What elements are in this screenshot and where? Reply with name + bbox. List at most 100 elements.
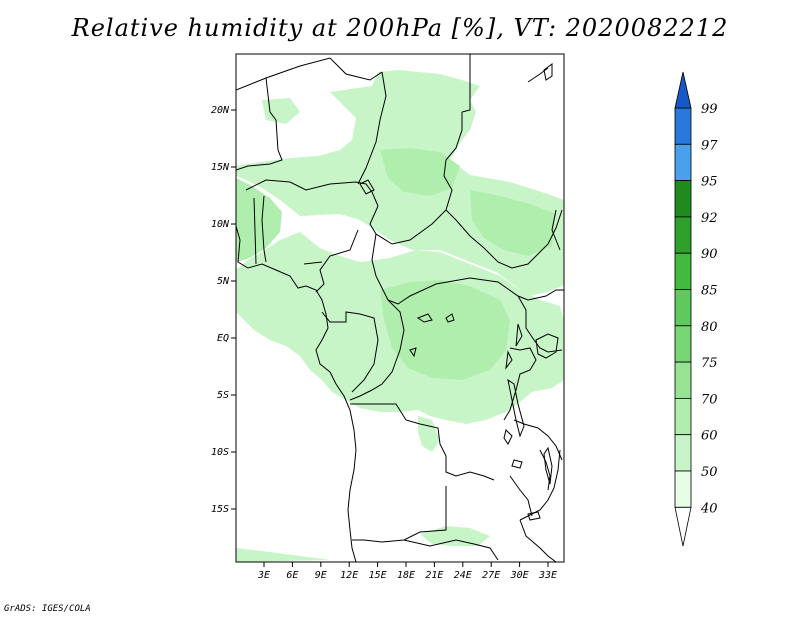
- colorbar-label: 60: [701, 429, 718, 444]
- lat-label: 10N: [211, 219, 230, 230]
- border-kenya-north: [527, 289, 564, 301]
- humidity-region-west: [236, 178, 282, 262]
- lon-label: 27E: [482, 570, 500, 581]
- humidity-shading: [236, 70, 564, 562]
- colorbar-segment: [674, 252, 692, 290]
- colorbar-label: 70: [701, 392, 718, 407]
- humidity-region-south-strip: [236, 548, 330, 562]
- colorbar-label: 85: [701, 284, 718, 299]
- humidity-region-nw-patch: [262, 98, 300, 124]
- humidity-region-south-patch: [420, 526, 490, 546]
- border-ghana-east: [253, 197, 257, 265]
- chart-title: Relative humidity at 200hPa [%], VT: 202…: [71, 14, 729, 42]
- lon-label: 6E: [286, 570, 298, 581]
- colorbar-segment: [674, 289, 692, 327]
- border-mozambique: [519, 449, 561, 521]
- colorbar-segment: [674, 216, 692, 254]
- colorbar-label: 97: [701, 138, 718, 153]
- border-gabon-congo: [321, 311, 379, 393]
- coastline-west-africa: [236, 225, 357, 562]
- humidity-region-sahel-a: [380, 148, 460, 196]
- lon-label: 33E: [538, 570, 557, 581]
- lake-congo-1: [416, 313, 433, 323]
- colorbar-min-arrow: [674, 506, 692, 547]
- colorbar-segment: [674, 180, 692, 218]
- border-mali-niger: [236, 77, 283, 171]
- colorbar-segment: [674, 361, 692, 399]
- border-benin-togo: [261, 195, 267, 263]
- border-rwanda-burundi: [503, 347, 537, 421]
- lon-label: 12E: [340, 570, 358, 581]
- border-uganda-kenya: [517, 295, 563, 353]
- colorbar-max-arrow: [674, 71, 692, 109]
- lake-sw-1: [543, 63, 553, 81]
- lon-label: 3E: [257, 570, 270, 581]
- colorbar-segment: [674, 143, 692, 182]
- border-nigeria-north: [245, 179, 379, 207]
- lat-label: 15S: [211, 504, 229, 515]
- lake-mweru: [503, 429, 513, 445]
- border-tanzania: [513, 419, 563, 461]
- lon-label: 24E: [454, 570, 472, 581]
- colorbar-label: 99: [701, 102, 718, 117]
- border-nigeria-cameroon: [303, 261, 323, 265]
- lake-moz-1: [527, 511, 541, 521]
- border-cameroon: [315, 229, 359, 293]
- colorbar-label: 80: [701, 320, 718, 335]
- grads-credit: GrADS: IGES/COLA: [4, 604, 91, 614]
- colorbar-label: 90: [701, 247, 718, 262]
- lake-kariba: [511, 459, 523, 469]
- border-drc-west: [349, 299, 405, 401]
- border-egypt-sudan-lake: [527, 67, 549, 83]
- lat-label: 5N: [217, 276, 230, 287]
- map-frame: [235, 53, 565, 563]
- colorbar-segment: [674, 397, 692, 436]
- border-malawi: [539, 449, 551, 491]
- lon-label: 18E: [397, 570, 415, 581]
- lon-label: 30E: [510, 570, 529, 581]
- lon-label: 15E: [369, 570, 387, 581]
- lake-tanganyika: [507, 378, 525, 438]
- humidity-region-east: [470, 190, 556, 256]
- border-moz-south: [519, 519, 557, 562]
- lake-congo-2: [445, 313, 455, 323]
- border-niger-chad: [357, 71, 387, 185]
- lake-kivu: [505, 350, 513, 370]
- lat-label: 5S: [217, 390, 229, 401]
- humidity-region-tail: [418, 416, 440, 452]
- colorbar-label: 50: [701, 465, 718, 480]
- lon-label: 21E: [425, 570, 443, 581]
- colorbar-label: 75: [701, 356, 718, 371]
- lake-victoria: [535, 333, 559, 359]
- latitude-axis: 20N 15N 10N 5N EQ 5S 10S 15S: [211, 105, 236, 515]
- lat-label: 10S: [211, 447, 229, 458]
- border-car-north: [371, 233, 529, 305]
- lat-label: EQ: [217, 333, 229, 344]
- border-sahara-west: [236, 57, 383, 91]
- border-libya-egypt: [461, 54, 471, 113]
- lon-label: 9E: [315, 570, 327, 581]
- country-borders: [236, 54, 564, 562]
- humidity-region-congo: [380, 280, 510, 380]
- longitude-axis: 3E 6E 9E 12E 15E 18E 21E 24E 27E 30E 33E: [257, 562, 557, 581]
- colorbar: 40 50 60 70 75 80 85 90 92 95 97 99: [674, 71, 718, 547]
- colorbar-segment: [674, 325, 692, 363]
- colorbar-label: 92: [701, 211, 718, 226]
- border-zambia-malawi: [509, 475, 533, 517]
- border-east-red-sea: [551, 209, 561, 251]
- lat-label: 15N: [211, 162, 230, 173]
- lake-albert: [515, 323, 523, 347]
- colorbar-segment: [674, 107, 692, 145]
- lake-chad: [359, 179, 375, 195]
- colorbar-segment: [674, 470, 692, 508]
- lakes: [359, 63, 559, 521]
- border-zambia-south: [403, 539, 499, 561]
- colorbar-label: 95: [701, 175, 718, 190]
- colorbar-label: 40: [700, 501, 718, 516]
- border-drc-south: [350, 403, 495, 481]
- lake-malawi: [543, 446, 553, 485]
- colorbar-segment: [674, 434, 692, 472]
- lat-label: 20N: [211, 105, 230, 116]
- lake-congo-3: [409, 347, 417, 358]
